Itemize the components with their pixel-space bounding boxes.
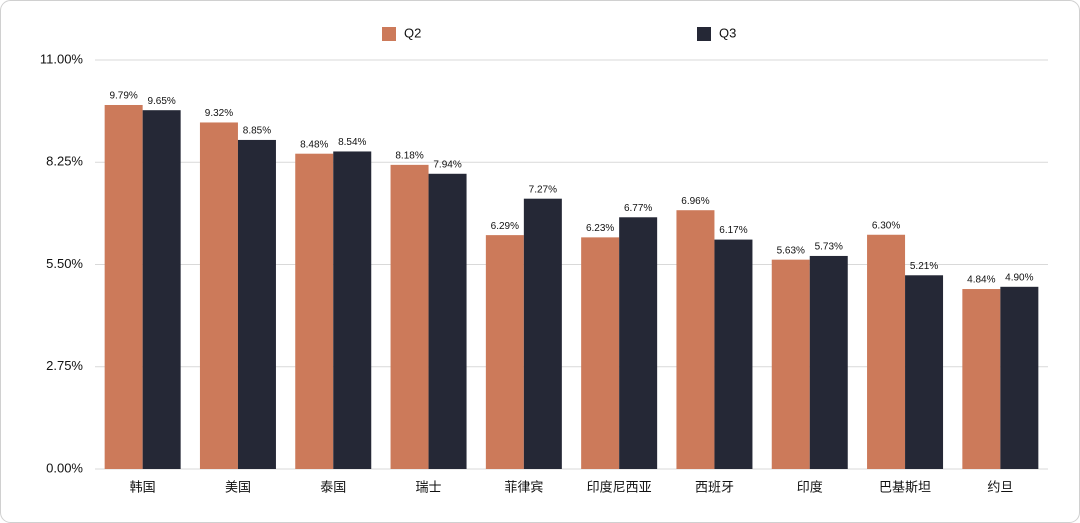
- value-label: 9.65%: [147, 96, 175, 107]
- y-tick-label: 0.00%: [46, 460, 83, 475]
- bar: [867, 234, 906, 469]
- value-label: 8.18%: [395, 150, 423, 161]
- x-tick-label: 韩国: [130, 479, 156, 494]
- x-tick-label: 巴基斯坦: [879, 479, 931, 494]
- x-tick-label: 菲律宾: [504, 479, 543, 494]
- x-tick-label: 印度尼西亚: [587, 479, 652, 494]
- bar: [428, 173, 467, 469]
- x-tick-label: 瑞士: [416, 479, 442, 494]
- y-tick-label: 5.50%: [46, 256, 83, 271]
- value-label: 4.84%: [967, 275, 995, 286]
- value-label: 6.23%: [586, 223, 614, 234]
- bar: [581, 237, 620, 469]
- bar: [104, 104, 143, 470]
- legend-swatch: [697, 27, 711, 41]
- y-tick-label: 2.75%: [46, 358, 83, 373]
- bar: [619, 217, 658, 469]
- bar: [1000, 286, 1039, 469]
- x-tick-label: 约旦: [987, 479, 1013, 494]
- bar: [237, 139, 276, 469]
- bar: [905, 275, 944, 469]
- value-label: 7.94%: [433, 159, 461, 170]
- bar: [714, 239, 753, 469]
- y-tick-label: 8.25%: [46, 154, 83, 169]
- legend-label: Q2: [404, 25, 421, 40]
- y-tick-label: 11.00%: [40, 51, 84, 66]
- value-label: 7.27%: [529, 184, 557, 195]
- value-label: 5.73%: [815, 242, 843, 253]
- value-label: 9.79%: [109, 91, 137, 102]
- bar: [333, 151, 372, 469]
- bar: [771, 259, 810, 469]
- value-label: 5.21%: [910, 261, 938, 272]
- value-label: 6.96%: [681, 196, 709, 207]
- bar: [523, 198, 562, 470]
- x-tick-label: 西班牙: [695, 479, 734, 494]
- value-label: 5.63%: [777, 245, 805, 256]
- value-label: 6.17%: [719, 225, 747, 236]
- value-label: 6.77%: [624, 203, 652, 214]
- bar: [676, 210, 715, 469]
- bar: [809, 255, 848, 469]
- value-label: 9.32%: [205, 108, 233, 119]
- value-label: 8.54%: [338, 137, 366, 148]
- bar: [142, 110, 181, 469]
- bar: [485, 235, 524, 469]
- x-tick-label: 印度: [797, 479, 823, 494]
- value-label: 6.29%: [491, 221, 519, 232]
- bar: [390, 164, 429, 469]
- value-label: 4.90%: [1005, 272, 1033, 283]
- bar: [295, 153, 334, 469]
- x-tick-label: 美国: [225, 479, 251, 494]
- legend-swatch: [382, 27, 396, 41]
- value-label: 6.30%: [872, 220, 900, 231]
- value-label: 8.85%: [243, 126, 271, 137]
- x-tick-label: 泰国: [320, 479, 346, 494]
- value-label: 8.48%: [300, 139, 328, 150]
- bar: [962, 289, 1001, 469]
- legend-label: Q3: [719, 25, 736, 40]
- bar: [199, 122, 238, 469]
